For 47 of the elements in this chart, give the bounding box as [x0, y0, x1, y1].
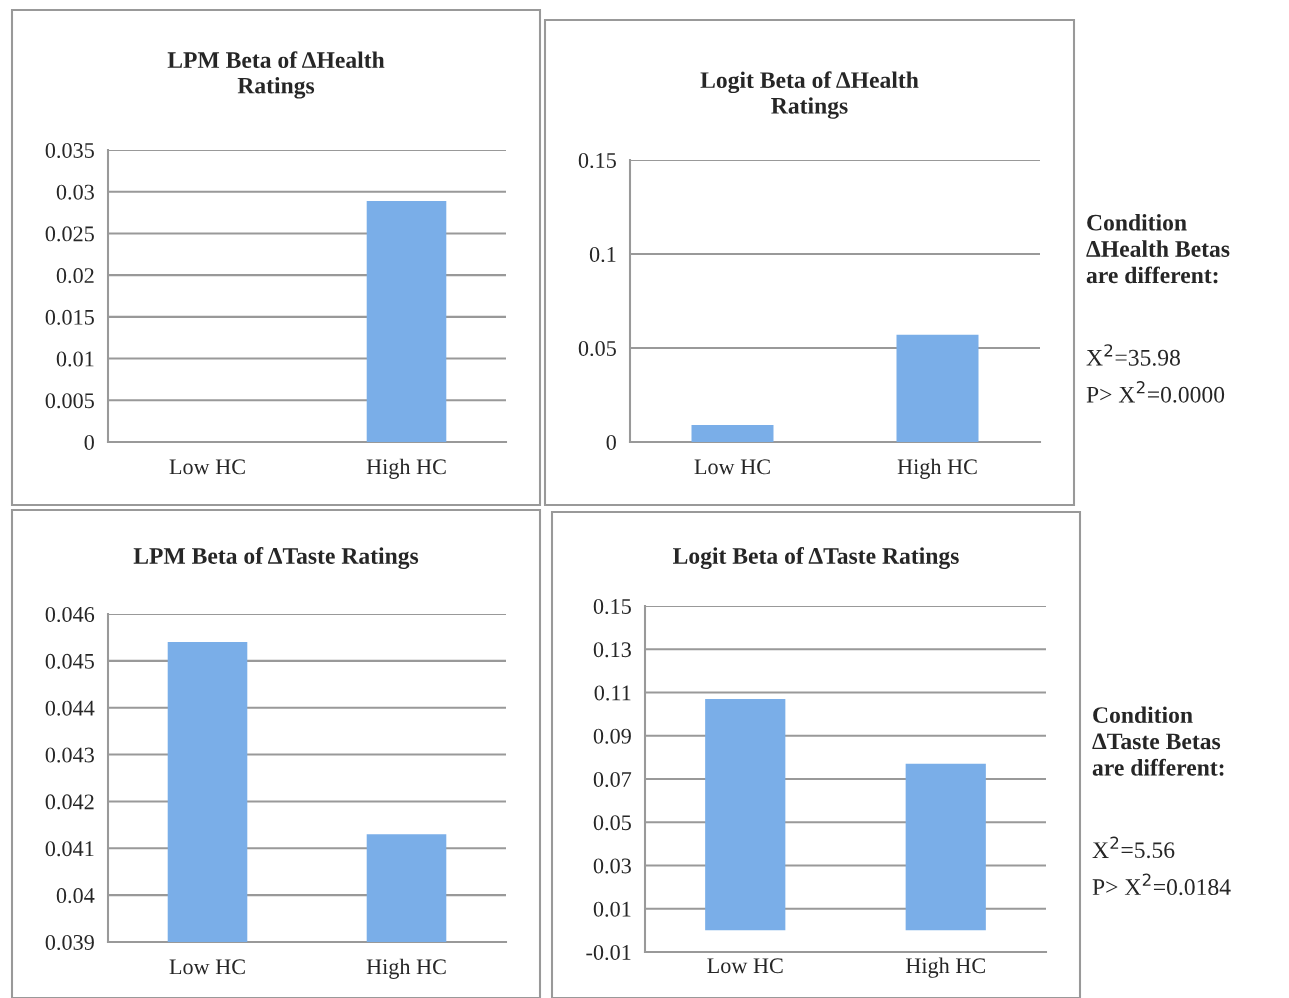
- y-tick-label: 0.035: [45, 142, 94, 159]
- y-tick-label: 0.025: [45, 226, 94, 242]
- x-tick-label: High HC: [366, 458, 446, 479]
- y-tick-label: -0.01: [586, 944, 631, 961]
- y-tick-label: 0.05: [578, 340, 616, 357]
- y-tick-label: 0.015: [45, 309, 94, 325]
- y-tick-label: 0.01: [593, 901, 631, 917]
- text: X$^{2}$=35.98: [1086, 344, 1180, 366]
- x-tick-label: High HC: [897, 458, 977, 479]
- x-tick-label: High HC: [905, 957, 985, 978]
- y-tick-label: 0.15: [578, 152, 616, 169]
- x-tick-label: Low HC: [707, 958, 783, 974]
- y-tick-label: 0.11: [594, 685, 631, 701]
- y-tick-label: 0.005: [45, 393, 94, 409]
- y-tick-label: 0.07: [593, 771, 632, 788]
- y-tick-label: 0.044: [45, 700, 95, 716]
- y-tick-label: 0.042: [45, 794, 94, 810]
- y-tick-label: 0.15: [593, 598, 631, 615]
- text: Condition ΔTaste Betas are different:: [1092, 706, 1224, 776]
- y-tick-label: 0.03: [56, 184, 94, 200]
- chart-title: LPM Beta of ΔTaste Ratings: [133, 547, 419, 569]
- text: X$^{2}$=5.56: [1092, 836, 1175, 859]
- y-tick-label: 0.039: [45, 934, 94, 951]
- chart-title: LPM Beta of ΔHealth Ratings: [167, 51, 385, 99]
- y-tick-label: 0.045: [45, 653, 94, 669]
- y-tick-label: 0.02: [56, 268, 94, 284]
- text: P> X$^{2}$=0.0000: [1086, 381, 1225, 403]
- y-tick-label: 0.043: [45, 747, 94, 763]
- x-tick-label: High HC: [366, 958, 446, 979]
- y-tick-label: 0.041: [45, 841, 94, 857]
- text: Condition ΔHealth Betas are different:: [1086, 214, 1230, 284]
- y-tick-label: 0.01: [56, 351, 94, 367]
- y-tick-label: 0.04: [56, 888, 95, 904]
- chart-title: Logit Beta of ΔHealth Ratings: [700, 71, 919, 119]
- text: P> X$^{2}$=0.0184: [1092, 873, 1231, 896]
- y-tick-label: 0: [606, 434, 616, 450]
- x-tick-label: Low HC: [169, 959, 245, 975]
- y-tick-label: 0.13: [593, 642, 631, 658]
- y-tick-label: 0.1: [589, 246, 616, 263]
- y-tick-label: 0.03: [593, 858, 631, 874]
- x-tick-label: Low HC: [169, 459, 245, 475]
- y-tick-label: 0.09: [593, 728, 631, 744]
- x-tick-label: Low HC: [694, 459, 770, 475]
- y-tick-label: 0.05: [593, 815, 631, 831]
- chart-title: Logit Beta of ΔTaste Ratings: [673, 547, 959, 569]
- y-tick-label: 0.046: [45, 606, 95, 623]
- y-tick-label: 0: [84, 434, 94, 450]
